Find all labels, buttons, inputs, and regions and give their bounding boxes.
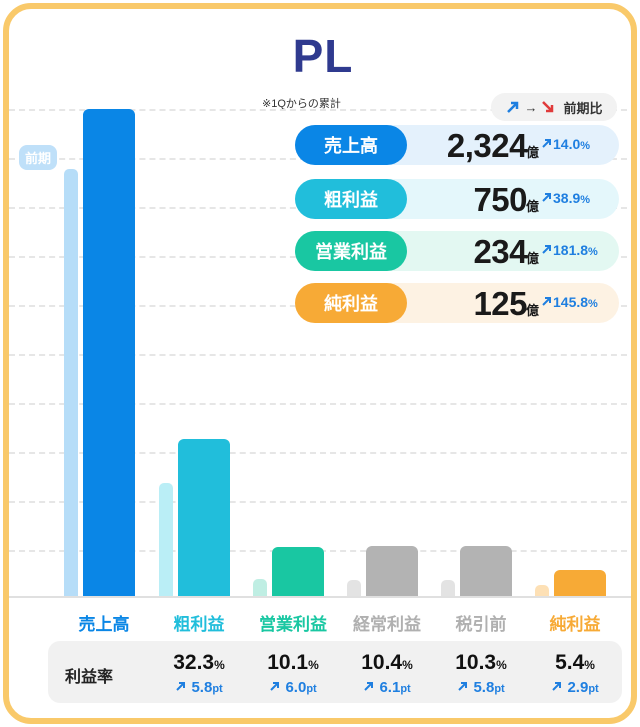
arrow-up-right-icon	[542, 193, 551, 202]
margin-value: 32.3%	[173, 651, 225, 674]
prev-period-label: 前期	[19, 145, 58, 170]
arrow-up-right-icon	[542, 139, 551, 148]
margin-change: 5.8pt	[149, 679, 249, 696]
summary-row: 純利益 125 億 145.8%	[295, 283, 619, 323]
category-label: 税引前	[455, 615, 507, 634]
summary-change: 181.8%	[541, 242, 598, 258]
arrow-up-right-icon	[364, 682, 374, 691]
grid-line	[9, 354, 631, 356]
grid-line	[9, 501, 631, 503]
summary-change: 145.8%	[541, 294, 598, 310]
grid-line	[9, 403, 631, 405]
margin-value: 10.3%	[455, 651, 507, 674]
chart-title: PL	[292, 30, 354, 82]
chart-frame: PL ※1Qからの累計 前期 → 前期比 売上高 2,324 億 14.0% 粗利益 75…	[3, 3, 637, 724]
margin-value: 10.4%	[361, 651, 413, 674]
current-bar-4	[460, 545, 512, 596]
summary-change: 38.9%	[541, 190, 590, 206]
category-label: 売上高	[78, 615, 130, 634]
summary-value: 750	[473, 181, 527, 218]
summary-value: 2,324	[446, 127, 528, 164]
summary-change: 14.0%	[541, 136, 590, 152]
summary-pill: 売上高	[295, 125, 407, 165]
grid-line	[9, 109, 631, 111]
prev-bar-2	[253, 578, 267, 596]
prev-bar-3	[347, 580, 361, 596]
summary-pill: 営業利益	[295, 231, 407, 271]
category-label: 営業利益	[259, 615, 327, 634]
current-bar-1	[178, 438, 230, 596]
summary-row: 営業利益 234 億 181.8%	[295, 231, 619, 271]
margin-change: 5.8pt	[431, 679, 531, 696]
category-label: 経常利益	[353, 615, 421, 634]
legend: → 前期比	[491, 93, 617, 121]
arrow-up-right-icon	[542, 297, 551, 306]
chart-subtitle: ※1Qからの累計	[262, 98, 341, 110]
margin-change: 2.9pt	[525, 679, 625, 696]
summary-pill: 純利益	[295, 283, 407, 323]
summary-value: 234	[473, 233, 527, 270]
summary-unit: 億	[525, 145, 539, 160]
margin-change: 6.1pt	[337, 679, 437, 696]
summary-value: 125	[473, 285, 527, 322]
prev-bar-4	[441, 580, 455, 596]
arrow-down-right-icon	[542, 101, 554, 113]
arrow-up-right-icon	[552, 682, 562, 691]
prev-bar-0	[64, 168, 78, 596]
category-label: 純利益	[549, 615, 601, 634]
current-bar-3	[366, 545, 418, 596]
summary-unit: 億	[525, 251, 539, 266]
margin-value: 10.1%	[267, 651, 319, 674]
prev-bar-1	[159, 482, 173, 596]
margin-change: 6.0pt	[243, 679, 343, 696]
summary-pill: 粗利益	[295, 179, 407, 219]
summary-unit: 億	[525, 199, 539, 214]
arrow-up-right-icon	[176, 682, 186, 691]
margin-row-label: 利益率	[65, 669, 114, 686]
prev-bar-5	[535, 585, 549, 596]
summary-unit: 億	[525, 303, 539, 318]
summary-row: 売上高 2,324 億 14.0%	[295, 125, 619, 165]
category-label: 粗利益	[173, 615, 225, 634]
current-bar-5	[554, 569, 606, 596]
grid-line	[9, 452, 631, 454]
margin-row	[48, 641, 622, 703]
arrow-up-right-icon	[507, 101, 519, 113]
current-bar-0	[83, 109, 135, 596]
baseline	[9, 596, 631, 598]
arrow-up-right-icon	[270, 682, 280, 691]
arrow-up-right-icon	[542, 245, 551, 254]
legend-arrow: →	[524, 99, 538, 115]
arrow-up-right-icon	[458, 682, 468, 691]
summary-row: 粗利益 750 億 38.9%	[295, 179, 619, 219]
current-bar-2	[272, 546, 324, 596]
margin-value: 5.4%	[555, 651, 595, 674]
legend-label: 前期比	[563, 100, 603, 116]
